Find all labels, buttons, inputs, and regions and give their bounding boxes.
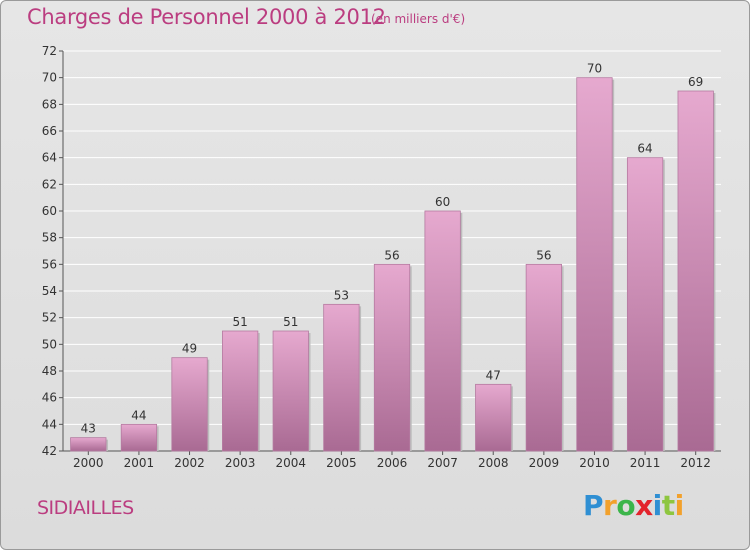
x-tick-label: 2000 — [73, 456, 104, 470]
data-label: 51 — [233, 315, 248, 329]
x-tick-label: 2007 — [427, 456, 458, 470]
data-label: 44 — [131, 408, 146, 422]
data-label: 60 — [435, 195, 450, 209]
bar-2006 — [373, 263, 411, 452]
logo-letter: P — [583, 489, 604, 522]
y-tick-label: 68 — [42, 97, 57, 111]
y-tick-label: 46 — [42, 391, 57, 405]
logo-letter: i — [674, 489, 685, 522]
y-tick-label: 64 — [42, 151, 57, 165]
logo-letter: t — [661, 489, 675, 522]
x-tick-label: 2004 — [275, 456, 306, 470]
logo-letter: r — [603, 489, 617, 522]
bar-2002 — [171, 357, 208, 452]
x-tick-label: 2008 — [478, 456, 509, 470]
x-tick-label: 2009 — [529, 456, 560, 470]
y-tick-label: 48 — [42, 364, 57, 378]
labels: 42 44 46 48 50 52 54 56 58 60 62 64 66 68 70 72 2000 43 20… — [42, 44, 711, 470]
x-tick-label: 2003 — [225, 456, 256, 470]
bar-2001 — [120, 423, 158, 452]
x-tick-label: 2012 — [680, 456, 711, 470]
chart-subtitle: (en milliers d'€) — [371, 12, 466, 26]
x-tick-label: 2010 — [579, 456, 610, 470]
y-tick-label: 52 — [42, 311, 57, 325]
data-label: 56 — [536, 248, 551, 262]
y-tick-label: 70 — [42, 71, 57, 85]
bar-2007 — [424, 210, 461, 452]
data-label: 53 — [334, 288, 349, 302]
x-tick-label: 2006 — [377, 456, 408, 470]
bar-2004 — [272, 330, 309, 452]
bar-2011 — [626, 157, 664, 452]
data-label: 43 — [81, 422, 96, 436]
y-tick-label: 62 — [42, 177, 57, 191]
data-label: 70 — [587, 62, 602, 76]
bar-2009 — [525, 263, 562, 452]
y-tick-label: 58 — [42, 231, 57, 245]
logo-letter: x — [635, 489, 653, 522]
data-label: 69 — [688, 75, 703, 89]
chart-title: Charges de Personnel 2000 à 2012 — [27, 5, 386, 29]
y-tick-label: 54 — [42, 284, 57, 298]
bar-2012 — [677, 90, 714, 452]
logo-letter: o — [616, 489, 636, 522]
proxiti-logo: Proxiti — [583, 489, 684, 522]
y-tick-label: 42 — [42, 444, 57, 458]
x-tick-label: 2001 — [124, 456, 155, 470]
y-tick-label: 66 — [42, 124, 57, 138]
data-label: 49 — [182, 342, 197, 356]
data-label: 64 — [637, 142, 652, 156]
x-tick-label: 2011 — [630, 456, 661, 470]
logo-letter: i — [652, 489, 663, 522]
commune-name: SIDIAILLES — [37, 497, 134, 519]
x-tick-label: 2005 — [326, 456, 357, 470]
y-tick-label: 44 — [42, 417, 57, 431]
data-label: 56 — [384, 248, 399, 262]
bar-2010 — [576, 77, 613, 452]
bar-2008 — [475, 383, 512, 452]
data-label: 47 — [486, 368, 501, 382]
bar-2003 — [222, 330, 259, 452]
y-tick-label: 72 — [42, 44, 57, 58]
y-tick-label: 56 — [42, 257, 57, 271]
y-tick-label: 50 — [42, 337, 57, 351]
y-tick-label: 60 — [42, 204, 57, 218]
bar-2000 — [70, 437, 107, 452]
data-label: 51 — [283, 315, 298, 329]
bars — [70, 77, 716, 452]
x-tick-label: 2002 — [174, 456, 205, 470]
bar-2005 — [323, 303, 360, 452]
